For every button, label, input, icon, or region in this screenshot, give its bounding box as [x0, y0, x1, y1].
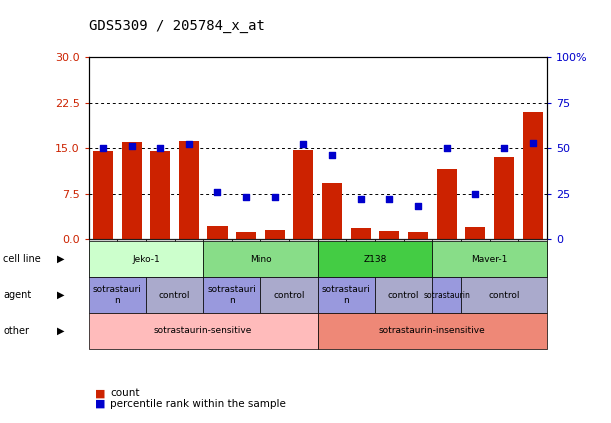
Bar [93, 151, 113, 239]
Point [184, 141, 194, 148]
Point [470, 190, 480, 197]
Point [327, 152, 337, 159]
Point [356, 195, 365, 202]
Point [98, 145, 108, 151]
Point [499, 145, 509, 151]
Text: Maver-1: Maver-1 [471, 255, 508, 264]
Text: Z138: Z138 [364, 255, 387, 264]
Point [126, 143, 136, 150]
Point [384, 195, 394, 202]
Point [528, 139, 538, 146]
Bar [494, 157, 514, 239]
Text: ▶: ▶ [57, 290, 65, 300]
Bar [322, 183, 342, 239]
Text: agent: agent [3, 290, 31, 300]
Text: ■: ■ [95, 399, 105, 409]
Point [442, 145, 452, 151]
Text: percentile rank within the sample: percentile rank within the sample [110, 399, 286, 409]
Point [413, 203, 423, 210]
Text: sotrastaurin: sotrastaurin [423, 291, 470, 299]
Text: sotrastauri
n: sotrastauri n [207, 286, 256, 305]
Text: count: count [110, 388, 139, 398]
Bar [122, 142, 142, 239]
Point [299, 141, 309, 148]
Bar [236, 232, 256, 239]
Text: sotrastaurin-insensitive: sotrastaurin-insensitive [379, 327, 486, 335]
Text: ■: ■ [95, 388, 105, 398]
Text: control: control [273, 291, 305, 299]
Bar [150, 151, 170, 239]
Text: sotrastauri
n: sotrastauri n [93, 286, 142, 305]
Point [213, 188, 222, 195]
Text: control: control [488, 291, 519, 299]
Point [155, 145, 165, 151]
Text: cell line: cell line [3, 254, 41, 264]
Bar [293, 150, 313, 239]
Text: sotrastaurin-sensitive: sotrastaurin-sensitive [154, 327, 252, 335]
Bar [265, 230, 285, 239]
Text: Mino: Mino [250, 255, 271, 264]
Point [270, 194, 280, 201]
Text: GDS5309 / 205784_x_at: GDS5309 / 205784_x_at [89, 19, 265, 33]
Bar [208, 225, 227, 239]
Text: control: control [388, 291, 419, 299]
Text: other: other [3, 326, 29, 336]
Bar [179, 141, 199, 239]
Text: ▶: ▶ [57, 326, 65, 336]
Text: sotrastauri
n: sotrastauri n [322, 286, 371, 305]
Bar [408, 232, 428, 239]
Bar [522, 112, 543, 239]
Point [241, 194, 251, 201]
Text: control: control [159, 291, 190, 299]
Bar [437, 169, 456, 239]
Bar [351, 228, 371, 239]
Text: ▶: ▶ [57, 254, 65, 264]
Bar [465, 227, 485, 239]
Text: Jeko-1: Jeko-1 [132, 255, 159, 264]
Bar [379, 231, 400, 239]
